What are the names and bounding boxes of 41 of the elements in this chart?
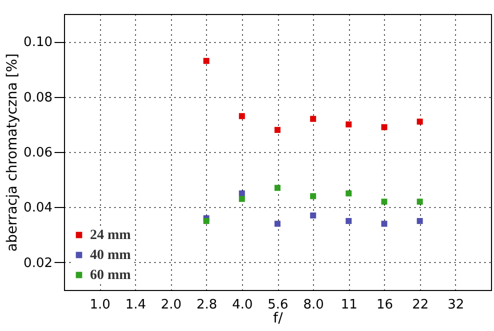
point [310, 116, 316, 122]
x-tick-label: 8.0 [303, 298, 324, 312]
y-tick-label: 0.10 [24, 35, 52, 50]
x-tick-label: 5.6 [268, 298, 288, 312]
point [238, 113, 245, 120]
x-tick-label: 16 [376, 298, 394, 312]
point [416, 218, 423, 224]
x-tick-label: 2.0 [160, 298, 182, 312]
point [381, 198, 388, 205]
x-tick-label: 1.0 [90, 298, 110, 312]
x-tick-label: 22 [412, 298, 429, 312]
legend-label: 40 mm [90, 248, 132, 263]
x-tick-label: 32 [448, 298, 464, 312]
point [238, 190, 245, 196]
point [238, 196, 245, 202]
point [203, 58, 210, 64]
y-tick-label: 0.06 [24, 146, 52, 160]
point [310, 193, 316, 200]
point [274, 126, 280, 133]
point [274, 184, 280, 191]
x-axis-title: f/ [273, 310, 284, 326]
point [381, 220, 388, 227]
y-tick-label: 0.02 [24, 256, 52, 271]
point [416, 198, 423, 205]
point [274, 220, 280, 227]
x-tick-label: 11 [340, 298, 358, 312]
x-tick-label: 2.8 [196, 298, 218, 312]
y-axis-title: aberracja chromatyczna [%] [4, 53, 21, 252]
point [310, 212, 316, 218]
x-tick-label: 4.0 [232, 298, 253, 312]
x-tick-label: 1.4 [125, 298, 146, 312]
point [346, 190, 352, 196]
y-tick-label: 0.08 [24, 90, 52, 106]
legend-label: 24 mm [90, 228, 132, 243]
legend-label: 60 mm [90, 268, 132, 283]
point [381, 124, 388, 130]
point [346, 121, 352, 128]
point [416, 118, 423, 125]
y-tick-label: 0.04 [24, 200, 52, 216]
point [346, 218, 352, 224]
point [203, 218, 210, 224]
